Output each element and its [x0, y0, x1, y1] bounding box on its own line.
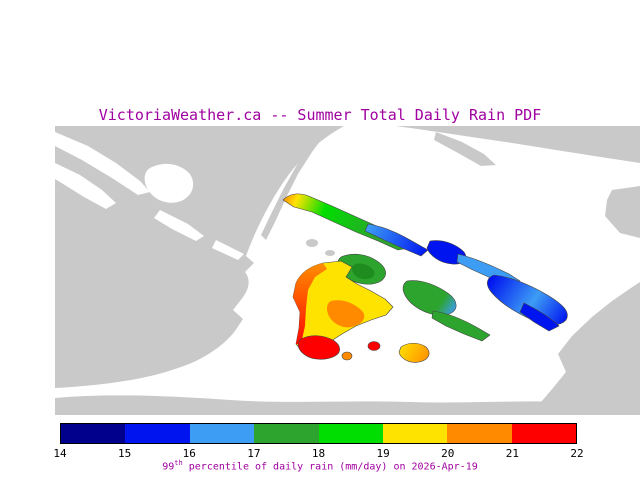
- caption-ordinal: th: [174, 459, 183, 467]
- rain-region: [519, 302, 560, 332]
- landmass-path: [261, 133, 326, 240]
- landmass-path: [605, 186, 640, 238]
- colorbar-tick-label: 20: [441, 447, 455, 460]
- landmass-path: [434, 132, 496, 166]
- water-group: [55, 132, 244, 260]
- small-islet: [325, 250, 335, 256]
- rain-region: [351, 263, 375, 280]
- colorbar-tick-label: 14: [53, 447, 67, 460]
- colorbar-segment: [511, 424, 576, 443]
- colorbar-segment: [447, 424, 512, 443]
- data-regions-group: [282, 193, 568, 363]
- colorbar-segment: [125, 424, 190, 443]
- colorbar-ticks: 14 15 16 17 18 19 20 21 22: [53, 447, 583, 460]
- rain-region: [402, 280, 457, 316]
- colorbar-tick-label: 19: [376, 447, 390, 460]
- water-inlet-path: [55, 163, 116, 209]
- caption-rest: percentile of daily rain (mm/day) on 202…: [182, 461, 478, 473]
- page-title: VictoriaWeather.ca -- Summer Total Daily…: [98, 106, 542, 124]
- rain-region: [364, 223, 429, 257]
- colorbar-segment: [382, 424, 448, 443]
- water-inlet-path: [212, 240, 244, 260]
- rain-region: [367, 341, 381, 351]
- landmass-path: [541, 282, 640, 415]
- water-inlet-path: [55, 132, 150, 195]
- colorbar-tick-label: 15: [118, 447, 132, 460]
- rain-region: [297, 335, 340, 360]
- colorbar-tick-label: 22: [570, 447, 584, 460]
- rain-region: [398, 342, 430, 363]
- caption-value: 99: [162, 461, 175, 473]
- colorbar-tick-label: 21: [505, 447, 519, 460]
- landmass-path: [396, 126, 640, 163]
- colorbar-segment: [189, 424, 255, 443]
- colorbar-segment: [254, 424, 319, 443]
- small-islet: [306, 239, 318, 247]
- colorbar-tick-label: 16: [182, 447, 196, 460]
- rain-region: [293, 263, 327, 344]
- land-group: [55, 126, 640, 415]
- figure-caption: 99th percentile of daily rain (mm/day) o…: [0, 459, 640, 472]
- landmass-path: [55, 126, 344, 388]
- rain-region: [327, 300, 365, 328]
- lake-path: [144, 163, 194, 203]
- landmass-path: [55, 395, 640, 415]
- colorbar-segment: [318, 424, 383, 443]
- water-inlet-path: [154, 210, 204, 241]
- rain-region: [431, 310, 491, 342]
- colorbar: [60, 423, 577, 444]
- colorbar-tick-label: 18: [311, 447, 326, 460]
- colorbar-tick-label: 17: [247, 447, 261, 460]
- rain-region: [341, 351, 353, 361]
- colorbar-segment: [61, 424, 126, 443]
